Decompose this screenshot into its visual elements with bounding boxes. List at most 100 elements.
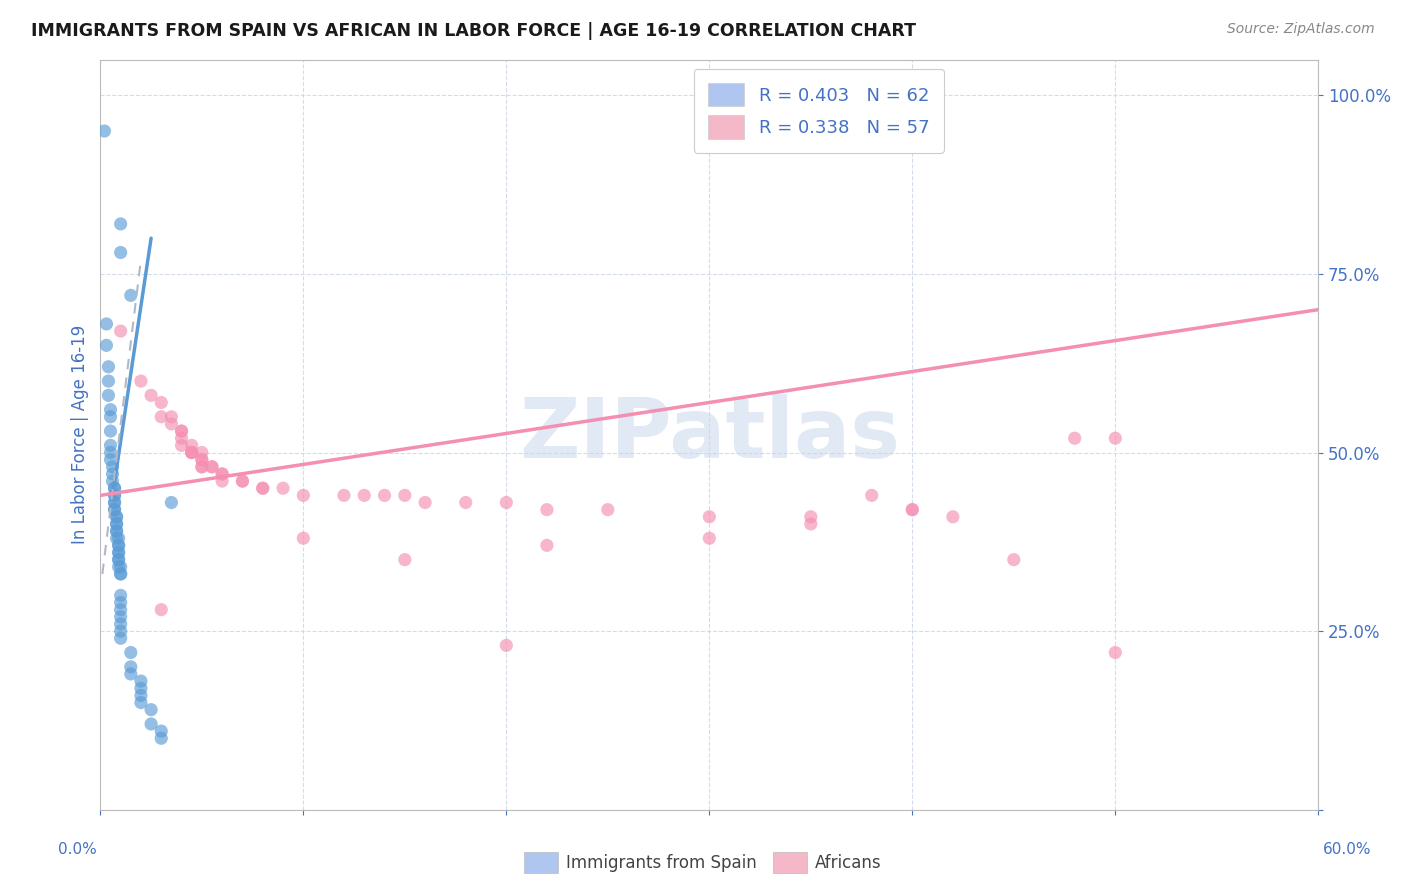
Point: [110, 632, 132, 646]
Point: [107, 538, 129, 552]
Point: [101, 474, 124, 488]
Point: [100, 438, 122, 452]
Point: [191, 459, 214, 474]
Point: [93, 124, 115, 138]
Point: [150, 409, 173, 424]
Point: [150, 724, 173, 739]
Point: [271, 481, 294, 495]
Point: [110, 588, 132, 602]
Point: [394, 488, 416, 502]
Point: [180, 445, 202, 459]
Point: [105, 516, 128, 531]
Point: [231, 474, 253, 488]
Point: [170, 438, 193, 452]
Point: [100, 452, 122, 467]
Text: Source: ZipAtlas.com: Source: ZipAtlas.com: [1227, 22, 1375, 37]
Point: [211, 474, 233, 488]
Text: ZIPatlas: ZIPatlas: [519, 394, 900, 475]
Point: [901, 502, 924, 516]
Point: [413, 495, 436, 509]
Point: [110, 245, 132, 260]
Point: [105, 509, 128, 524]
Point: [110, 566, 132, 581]
Point: [96, 338, 118, 352]
Point: [110, 217, 132, 231]
Text: IMMIGRANTS FROM SPAIN VS AFRICAN IN LABOR FORCE | AGE 16-19 CORRELATION CHART: IMMIGRANTS FROM SPAIN VS AFRICAN IN LABO…: [31, 22, 915, 40]
Point: [292, 531, 315, 545]
Point: [110, 595, 132, 609]
Point: [495, 639, 517, 653]
Point: [110, 566, 132, 581]
Point: [191, 452, 214, 467]
Point: [100, 409, 122, 424]
Point: [150, 395, 173, 409]
Point: [231, 474, 253, 488]
Point: [170, 431, 193, 445]
Point: [150, 602, 173, 616]
Point: [107, 545, 129, 559]
Point: [536, 502, 558, 516]
Point: [800, 509, 823, 524]
Point: [101, 459, 124, 474]
Point: [107, 552, 129, 566]
Point: [110, 609, 132, 624]
Point: [1002, 552, 1025, 566]
Point: [252, 481, 274, 495]
Point: [536, 538, 558, 552]
Point: [103, 488, 125, 502]
Point: [107, 531, 129, 545]
Legend: R = 0.403   N = 62, R = 0.338   N = 57: R = 0.403 N = 62, R = 0.338 N = 57: [693, 69, 943, 153]
Text: 60.0%: 60.0%: [1323, 842, 1371, 856]
Point: [942, 509, 965, 524]
Text: 0.0%: 0.0%: [58, 842, 97, 856]
Point: [901, 502, 924, 516]
Point: [139, 388, 162, 402]
Point: [160, 409, 183, 424]
Point: [454, 495, 477, 509]
Legend: Immigrants from Spain, Africans: Immigrants from Spain, Africans: [517, 846, 889, 880]
Point: [800, 516, 823, 531]
Point: [110, 624, 132, 639]
Y-axis label: In Labor Force | Age 16-19: In Labor Force | Age 16-19: [72, 325, 89, 544]
Point: [105, 531, 128, 545]
Point: [103, 495, 125, 509]
Point: [697, 509, 720, 524]
Point: [252, 481, 274, 495]
Point: [103, 495, 125, 509]
Point: [201, 459, 224, 474]
Point: [1104, 431, 1126, 445]
Point: [110, 617, 132, 632]
Point: [120, 667, 142, 681]
Point: [120, 646, 142, 660]
Point: [120, 288, 142, 302]
Point: [860, 488, 883, 502]
Point: [292, 488, 315, 502]
Point: [180, 438, 202, 452]
Point: [100, 445, 122, 459]
Point: [107, 538, 129, 552]
Point: [129, 696, 152, 710]
Point: [96, 317, 118, 331]
Point: [697, 531, 720, 545]
Point: [103, 488, 125, 502]
Point: [105, 524, 128, 538]
Point: [101, 467, 124, 481]
Point: [97, 374, 120, 388]
Point: [191, 452, 214, 467]
Point: [139, 703, 162, 717]
Point: [160, 417, 183, 431]
Point: [110, 559, 132, 574]
Point: [596, 502, 619, 516]
Point: [103, 502, 125, 516]
Point: [201, 459, 224, 474]
Point: [211, 467, 233, 481]
Point: [129, 681, 152, 696]
Point: [373, 488, 395, 502]
Point: [129, 374, 152, 388]
Point: [150, 731, 173, 746]
Point: [97, 388, 120, 402]
Point: [394, 552, 416, 566]
Point: [211, 467, 233, 481]
Point: [170, 424, 193, 438]
Point: [107, 545, 129, 559]
